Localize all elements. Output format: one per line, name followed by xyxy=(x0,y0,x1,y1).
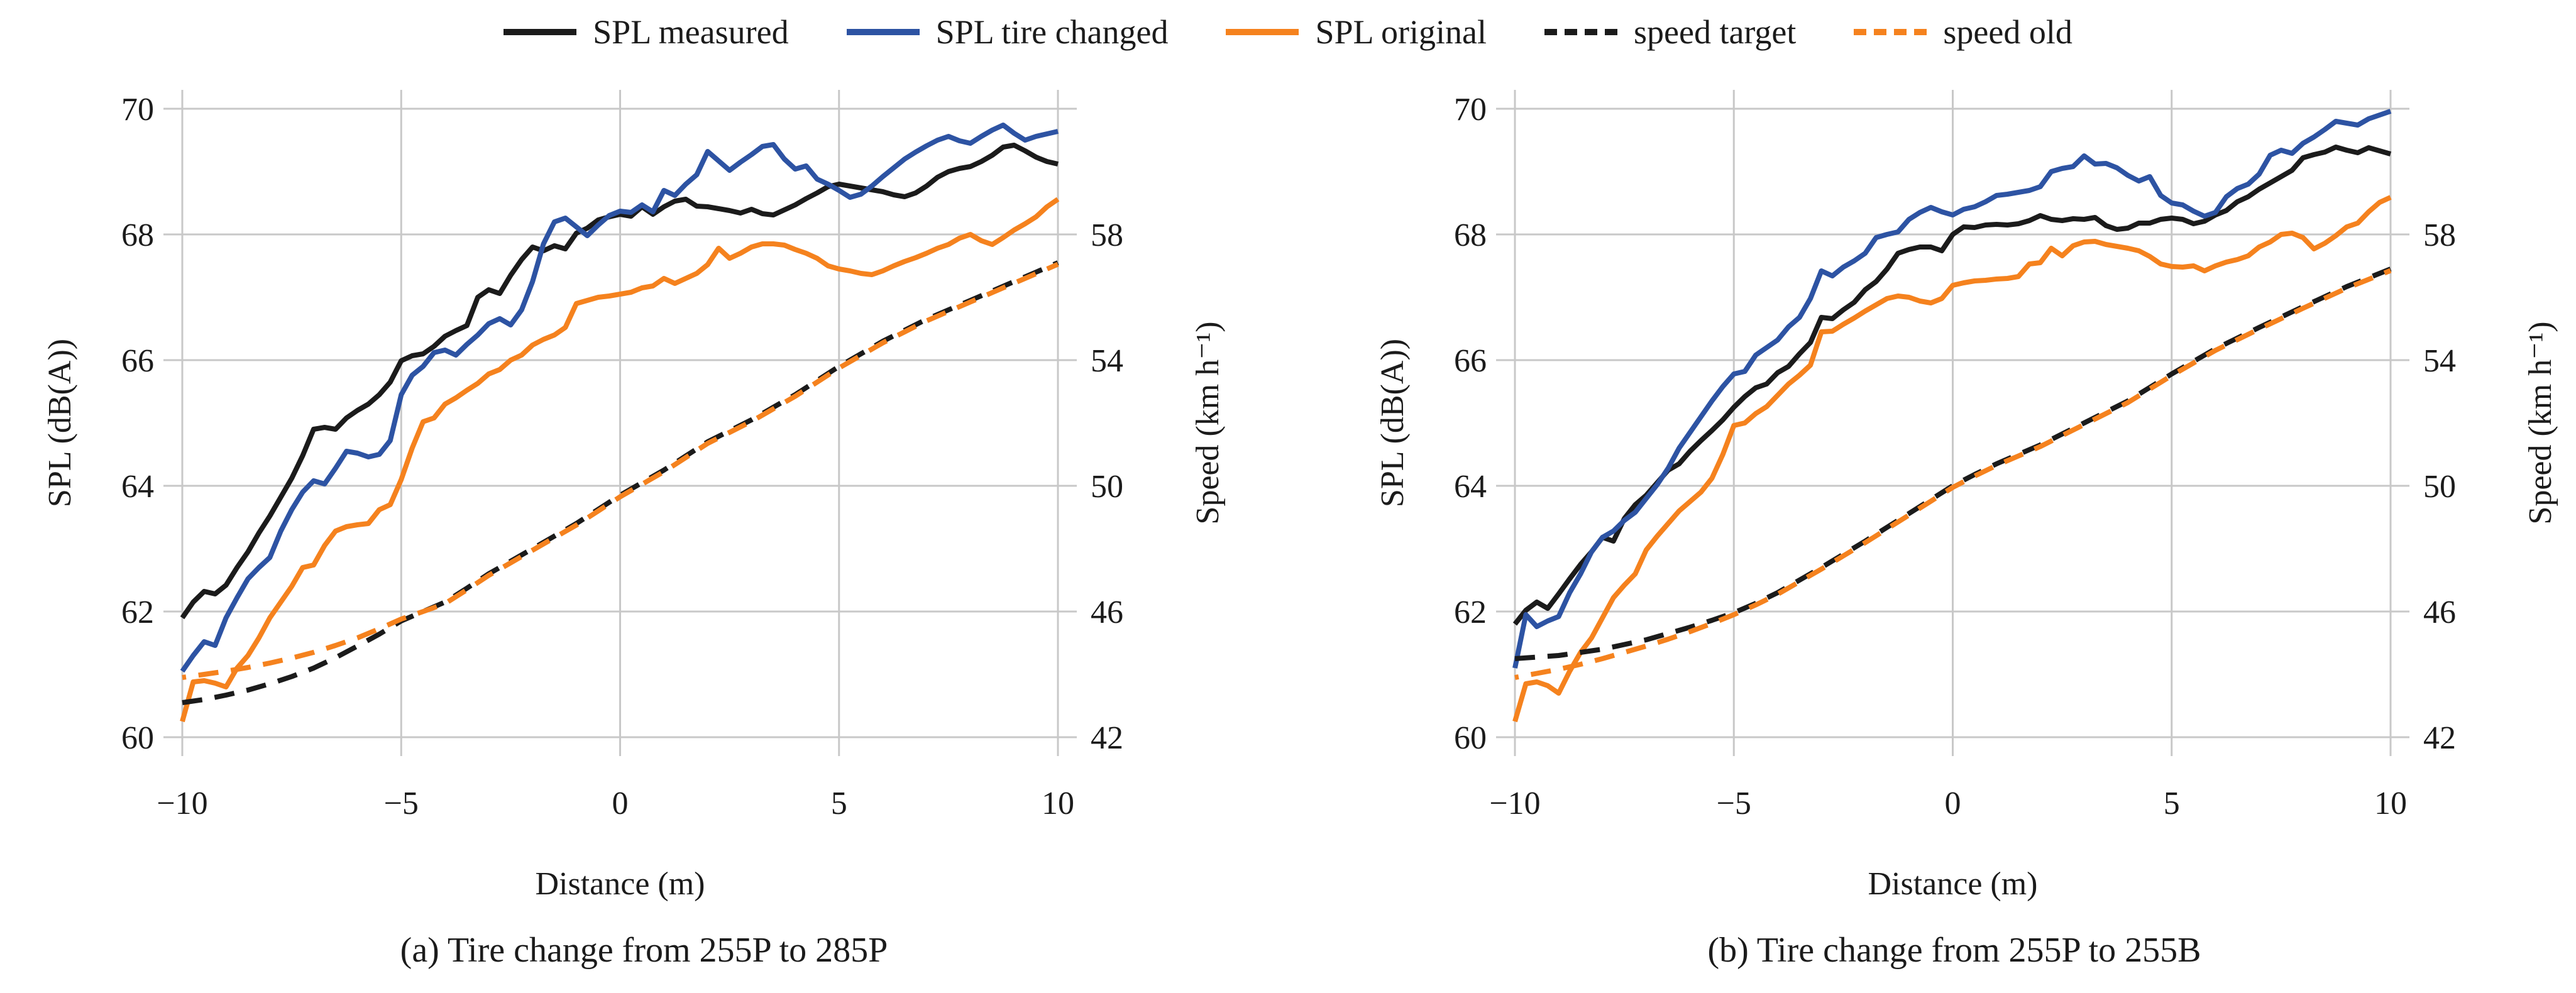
svg-text:Speed (km h⁻¹): Speed (km h⁻¹) xyxy=(1190,321,1226,524)
legend-item-speed-old: speed old xyxy=(1854,15,2072,49)
legend-item-spl-tire-changed: SPL tire changed xyxy=(846,13,1169,51)
svg-text:Distance (m): Distance (m) xyxy=(535,866,705,902)
svg-text:66: 66 xyxy=(121,343,154,379)
svg-text:54: 54 xyxy=(1091,343,1123,379)
svg-text:68: 68 xyxy=(1454,217,1487,253)
svg-text:5: 5 xyxy=(2164,786,2180,821)
svg-text:42: 42 xyxy=(2423,720,2456,756)
panel-b-caption: (b) Tire change from 255P to 255B xyxy=(1707,931,2201,970)
svg-text:0: 0 xyxy=(612,786,629,821)
spl-tire-changed-line-swatch xyxy=(846,29,920,35)
svg-text:54: 54 xyxy=(2423,343,2456,379)
svg-text:Speed (km h⁻¹): Speed (km h⁻¹) xyxy=(2523,321,2558,524)
svg-text:5: 5 xyxy=(831,786,847,821)
panel-a-chart: 60 62 64 66 68 70 42 46 50 54 58 −10 −5 0 5 10 Distance … xyxy=(42,90,1226,902)
svg-text:50: 50 xyxy=(2423,469,2456,505)
svg-text:SPL (dB(A)): SPL (dB(A)) xyxy=(1375,339,1411,507)
speed-target-dashed-swatch xyxy=(1544,29,1617,35)
svg-text:46: 46 xyxy=(2423,595,2456,630)
svg-text:62: 62 xyxy=(1454,595,1487,630)
svg-text:58: 58 xyxy=(2423,217,2456,253)
svg-text:64: 64 xyxy=(121,469,154,505)
panel-a-caption: (a) Tire change from 255P to 285P xyxy=(400,931,888,970)
legend-label: speed target xyxy=(1634,13,1797,51)
svg-text:68: 68 xyxy=(121,217,154,253)
svg-text:58: 58 xyxy=(1091,217,1123,253)
legend-label: SPL original xyxy=(1315,13,1487,51)
spl-original-line-swatch xyxy=(1226,29,1299,35)
svg-text:10: 10 xyxy=(2374,786,2407,821)
legend-item-speed-target: speed target xyxy=(1544,15,1796,49)
svg-text:62: 62 xyxy=(121,595,154,630)
svg-text:70: 70 xyxy=(1454,92,1487,128)
svg-text:46: 46 xyxy=(1091,595,1123,630)
svg-text:60: 60 xyxy=(121,720,154,756)
svg-text:0: 0 xyxy=(1945,786,1961,821)
legend-label: SPL measured xyxy=(593,13,789,51)
speed-old-dashed-swatch xyxy=(1854,29,1927,35)
chart-legend: SPL measured SPL tire changed SPL origin… xyxy=(0,4,2576,60)
svg-text:10: 10 xyxy=(1042,786,1074,821)
legend-label: speed old xyxy=(1943,13,2072,51)
svg-text:50: 50 xyxy=(1091,469,1123,505)
panel-b-chart: 60 62 64 66 68 70 42 46 50 54 58 −10 −5 0 5 10 Distance … xyxy=(1375,90,2558,902)
svg-text:−5: −5 xyxy=(384,786,419,821)
legend-label: SPL tire changed xyxy=(935,13,1169,51)
svg-text:−5: −5 xyxy=(1717,786,1751,821)
spl-measured-line-swatch xyxy=(504,29,577,35)
legend-item-spl-original: SPL original xyxy=(1226,15,1487,49)
svg-text:−10: −10 xyxy=(1489,786,1540,821)
svg-text:66: 66 xyxy=(1454,343,1487,379)
svg-text:42: 42 xyxy=(1091,720,1123,756)
svg-text:−10: −10 xyxy=(157,786,207,821)
svg-text:64: 64 xyxy=(1454,469,1487,505)
svg-text:SPL (dB(A)): SPL (dB(A)) xyxy=(42,339,78,507)
svg-text:70: 70 xyxy=(121,92,154,128)
svg-text:60: 60 xyxy=(1454,720,1487,756)
legend-item-spl-measured: SPL measured xyxy=(504,13,789,51)
svg-text:Distance (m): Distance (m) xyxy=(1868,866,2037,902)
